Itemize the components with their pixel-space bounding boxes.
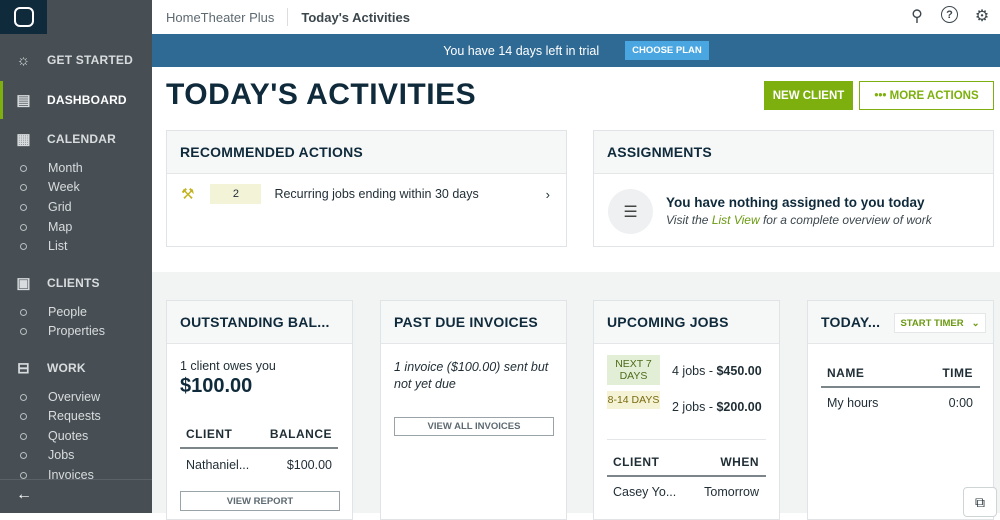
calendar-icon: ▦ bbox=[16, 131, 31, 148]
choose-plan-button[interactable]: CHOOSE PLAN bbox=[625, 41, 709, 60]
recommended-actions-card: RECOMMENDED ACTIONS ⚒ 2 Recurring jobs e… bbox=[166, 130, 567, 247]
lightbulb-icon: ☼ bbox=[16, 51, 31, 69]
more-actions-button[interactable]: ••• MORE ACTIONS bbox=[859, 81, 994, 110]
sidebar-item-dashboard[interactable]: ▤ DASHBOARD bbox=[0, 81, 152, 119]
contacts-icon: ▣ bbox=[16, 275, 31, 292]
sidebar-sub-map[interactable]: Map bbox=[0, 220, 72, 234]
outstanding-balance-card: OUTSTANDING BAL... 1 client owes you $10… bbox=[166, 300, 353, 520]
sidebar-sub-grid[interactable]: Grid bbox=[0, 200, 72, 214]
trial-text: You have 14 days left in trial bbox=[443, 43, 600, 58]
page-title: TODAY'S ACTIVITIES bbox=[166, 78, 477, 111]
table-row[interactable]: Casey Yo... bbox=[613, 485, 677, 499]
sidebar-sub-list[interactable]: List bbox=[0, 239, 67, 253]
search-icon[interactable]: ⚲ bbox=[911, 8, 923, 25]
start-timer-button[interactable]: START TIMER ⌄ bbox=[894, 313, 986, 333]
help-icon[interactable]: ? bbox=[941, 6, 958, 23]
sidebar: ☼ GET STARTED ▤ DASHBOARD ▦ CALENDAR Month … bbox=[0, 0, 152, 513]
app-name[interactable]: HomeTheater Plus bbox=[166, 9, 275, 25]
sidebar-item-work[interactable]: ⊟ WORK bbox=[0, 353, 152, 383]
timesheet-card: TODAY... START TIMER ⌄ NAME TIME My hours… bbox=[807, 300, 994, 520]
collapse-sidebar-button[interactable]: ← bbox=[0, 479, 152, 513]
list-icon: ☰ bbox=[608, 189, 653, 234]
briefcase-icon: ⊟ bbox=[17, 360, 30, 377]
wrench-icon: ⚒ bbox=[181, 186, 195, 203]
sidebar-sub-requests[interactable]: Requests bbox=[0, 409, 101, 423]
sidebar-sub-week[interactable]: Week bbox=[0, 180, 80, 194]
trial-banner: You have 14 days left in trial CHOOSE PL… bbox=[152, 34, 1000, 67]
table-row[interactable]: Nathaniel... bbox=[186, 458, 250, 472]
chat-icon[interactable]: ⧉ bbox=[963, 487, 997, 517]
gear-icon[interactable]: ⚙ bbox=[974, 8, 990, 25]
recommended-action-row[interactable]: ⚒ 2 Recurring jobs ending within 30 days… bbox=[181, 184, 550, 204]
sidebar-sub-month[interactable]: Month bbox=[0, 161, 83, 175]
list-view-link[interactable]: List View bbox=[711, 213, 760, 227]
sidebar-item-clients[interactable]: ▣ CLIENTS bbox=[0, 268, 152, 298]
sidebar-sub-jobs[interactable]: Jobs bbox=[0, 448, 74, 462]
sidebar-sub-people[interactable]: People bbox=[0, 305, 87, 319]
8-14-days-badge: 8-14 DAYS bbox=[607, 391, 660, 409]
sidebar-sub-quotes[interactable]: Quotes bbox=[0, 429, 88, 443]
upcoming-jobs-card: UPCOMING JOBS NEXT 7 DAYS 4 jobs - $450.… bbox=[593, 300, 780, 520]
past-due-invoices-card: PAST DUE INVOICES 1 invoice ($100.00) se… bbox=[380, 300, 567, 520]
assignments-card: ASSIGNMENTS ☰ You have nothing assigned … bbox=[593, 130, 994, 247]
new-client-button[interactable]: NEW CLIENT bbox=[764, 81, 853, 110]
next-7-days-badge: NEXT 7 DAYS bbox=[607, 355, 660, 385]
top-bar: HomeTheater Plus Today's Activities ⚲ ? … bbox=[152, 0, 1000, 34]
arrow-left-icon: ← bbox=[16, 486, 32, 503]
count-badge: 2 bbox=[210, 184, 262, 204]
dashboard-icon: ▤ bbox=[16, 92, 31, 109]
table-row[interactable]: My hours bbox=[827, 396, 879, 410]
card-title: RECOMMENDED ACTIONS bbox=[167, 131, 566, 174]
card-title: UPCOMING JOBS bbox=[594, 301, 779, 344]
sidebar-sub-overview[interactable]: Overview bbox=[0, 390, 100, 404]
view-all-invoices-button[interactable]: VIEW ALL INVOICES bbox=[394, 417, 554, 436]
sidebar-item-calendar[interactable]: ▦ CALENDAR bbox=[0, 124, 152, 154]
sidebar-sub-properties[interactable]: Properties bbox=[0, 324, 105, 338]
jobber-logo[interactable] bbox=[0, 0, 47, 34]
card-title: OUTSTANDING BAL... bbox=[167, 301, 352, 344]
view-report-button[interactable]: VIEW REPORT bbox=[180, 491, 340, 511]
card-title: ASSIGNMENTS bbox=[594, 131, 993, 174]
chevron-right-icon: › bbox=[545, 186, 550, 202]
sidebar-item-get-started[interactable]: ☼ GET STARTED bbox=[0, 45, 152, 75]
sidebar-sub-invoices[interactable]: Invoices bbox=[0, 468, 94, 482]
card-title: PAST DUE INVOICES bbox=[381, 301, 566, 344]
chevron-down-icon: ⌄ bbox=[971, 317, 980, 329]
breadcrumb-current: Today's Activities bbox=[301, 9, 410, 25]
